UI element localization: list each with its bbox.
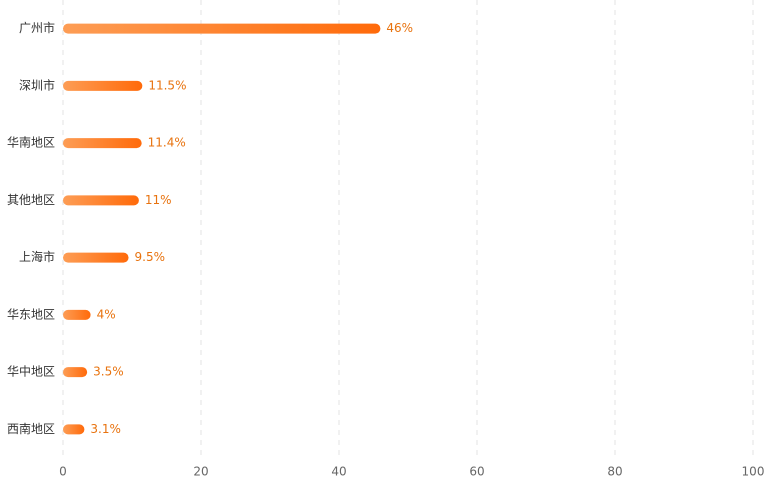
value-label: 4%: [97, 307, 116, 321]
value-label: 11.4%: [148, 136, 186, 150]
x-tick-label: 40: [331, 465, 346, 479]
y-tick-label: 其他地区: [7, 193, 55, 207]
bar: [63, 367, 88, 378]
value-label: 9.5%: [135, 250, 166, 264]
value-label: 46%: [386, 21, 413, 35]
y-tick-label: 西南地区: [7, 421, 55, 436]
x-tick-label: 20: [193, 465, 208, 479]
value-label: 3.5%: [93, 365, 124, 379]
y-tick-label: 深圳市: [19, 77, 55, 92]
value-label: 3.1%: [90, 422, 121, 436]
y-tick-label: 上海市: [19, 249, 55, 264]
bar: [63, 195, 139, 206]
y-tick-label: 华中地区: [7, 364, 55, 379]
bar: [63, 309, 91, 320]
bar: [63, 424, 85, 435]
x-tick-label: 0: [59, 465, 67, 479]
y-tick-label: 广州市: [19, 20, 55, 35]
y-tick-label: 华东地区: [7, 307, 55, 321]
value-label: 11%: [145, 193, 172, 207]
x-tick-label: 60: [469, 465, 484, 479]
x-tick-label: 100: [742, 465, 765, 479]
bar: [63, 252, 129, 263]
bar: [63, 138, 142, 149]
x-tick-label: 80: [607, 465, 622, 479]
bar: [63, 80, 143, 91]
y-tick-label: 华南地区: [7, 135, 55, 150]
value-label: 11.5%: [148, 78, 186, 92]
bar: [63, 23, 381, 34]
